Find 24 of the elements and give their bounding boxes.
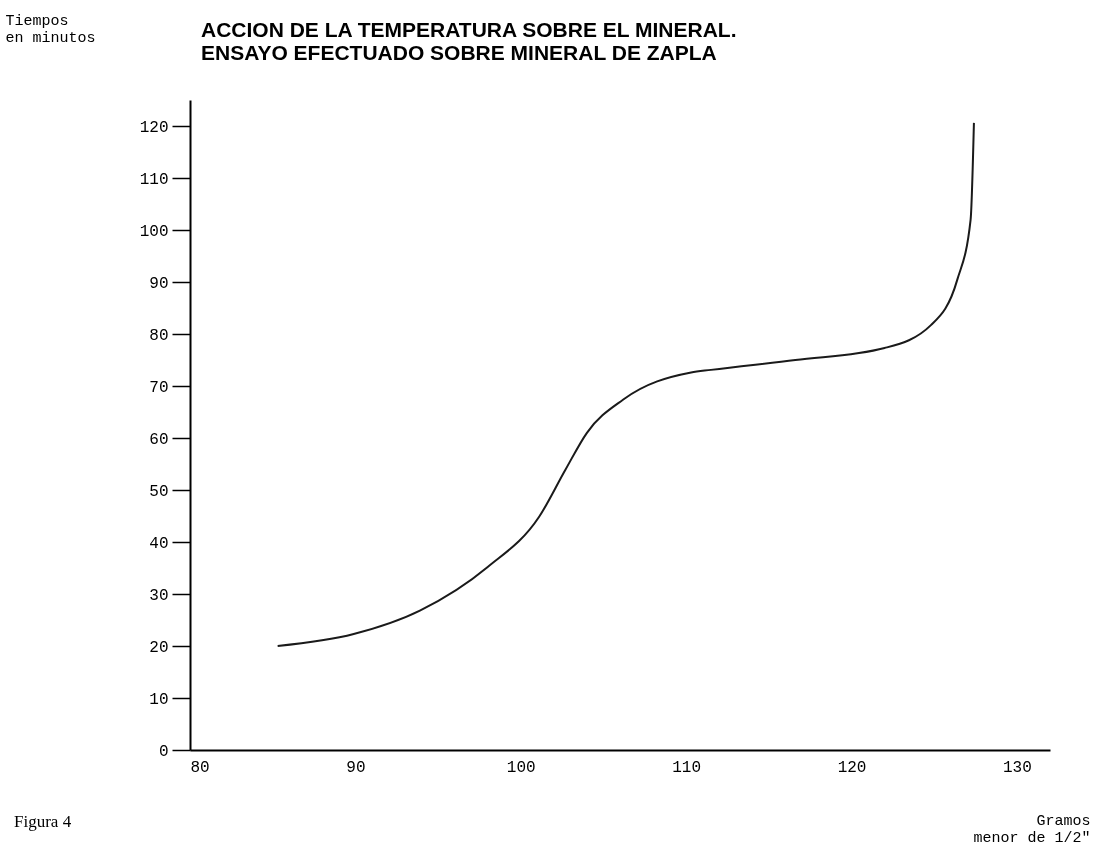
y-tick-label: 110 (139, 170, 169, 189)
y-tick-label: 50 (149, 482, 169, 501)
line-series (276, 121, 975, 647)
y-tick-label: 80 (149, 326, 169, 345)
y-tick-label: 10 (149, 690, 169, 709)
y-tick-label: 120 (139, 118, 169, 137)
x-tick-label: 110 (672, 758, 702, 777)
y-tick-label: 90 (149, 274, 169, 293)
y-tick-label: 40 (149, 534, 169, 553)
text: Figura 4 (14, 812, 72, 832)
x-tick-label: 80 (190, 758, 210, 777)
y-tick-label: 60 (149, 430, 169, 449)
y-tick-label: 0 (158, 742, 169, 761)
x-axis-title: Gramos menor de 1/2" (973, 812, 1091, 847)
x-tick-label: 130 (1003, 758, 1032, 777)
chart-title: ACCION DE LA TEMPERATURA SOBRE EL MINERAL. ENSAYO EFECTUADO SOBRE MINERAL DE ZAPLA (201, 18, 737, 64)
x-tick-label: 100 (506, 758, 536, 777)
y-tick-label: 70 (149, 378, 169, 397)
y-tick-label: 30 (149, 586, 169, 605)
y-tick-label: 20 (149, 638, 169, 657)
y-tick-label: 100 (139, 222, 169, 241)
x-tick-label: 90 (346, 758, 366, 777)
y-axis-title: Tiempos en minutos (5, 12, 96, 47)
x-tick-label: 120 (837, 758, 867, 777)
